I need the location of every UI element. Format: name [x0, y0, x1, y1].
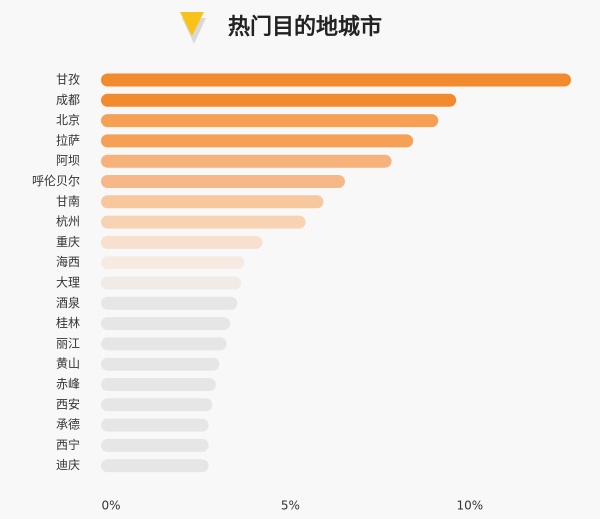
- y-tick-label: 呼伦贝尔: [32, 173, 80, 188]
- bar: [101, 175, 345, 188]
- y-tick-label: 甘孜: [56, 73, 80, 87]
- bar: [101, 418, 209, 432]
- bar: [101, 154, 392, 168]
- y-tick-label: 北京: [56, 113, 80, 127]
- y-tick-label: 成都: [56, 93, 80, 107]
- bar: [101, 357, 220, 371]
- y-tick-label: 丽江: [56, 336, 80, 350]
- y-tick-label: 大理: [56, 276, 80, 290]
- bar: [101, 215, 306, 229]
- y-tick-label: 重庆: [56, 235, 80, 249]
- y-tick-label: 海西: [56, 254, 80, 269]
- bar: [101, 378, 216, 391]
- y-tick-label: 杭州: [56, 214, 80, 229]
- y-tick-label: 西宁: [56, 437, 80, 452]
- title-icon: [180, 12, 204, 36]
- bar: [101, 317, 231, 331]
- bar: [101, 134, 414, 148]
- y-tick-label: 黄山: [56, 357, 80, 371]
- bar: [101, 114, 439, 128]
- x-tick-label: 0%: [101, 499, 120, 513]
- bar: [101, 256, 245, 270]
- bar: [101, 337, 227, 351]
- y-tick-label: 迪庆: [56, 458, 80, 472]
- chart-title: 热门目的地城市: [228, 14, 382, 40]
- y-tick-label: 西安: [56, 396, 80, 411]
- y-tick-label: 桂林: [56, 315, 80, 330]
- bar: [101, 73, 571, 87]
- bar: [101, 93, 457, 107]
- x-tick-label: 5%: [281, 499, 300, 513]
- y-tick-label: 承德: [56, 417, 80, 432]
- x-tick-label: 10%: [456, 499, 483, 513]
- y-tick-label: 拉萨: [56, 132, 80, 147]
- y-tick-label: 酒泉: [56, 296, 80, 310]
- y-tick-label: 赤峰: [56, 377, 80, 391]
- bar: [101, 276, 241, 290]
- bar: [101, 438, 209, 452]
- bar: [101, 459, 209, 473]
- bar: [101, 398, 213, 412]
- y-tick-label: 甘南: [56, 193, 80, 208]
- bar: [101, 296, 238, 310]
- bar: [101, 235, 263, 249]
- y-tick-label: 阿坝: [56, 154, 80, 168]
- bar: [101, 195, 324, 209]
